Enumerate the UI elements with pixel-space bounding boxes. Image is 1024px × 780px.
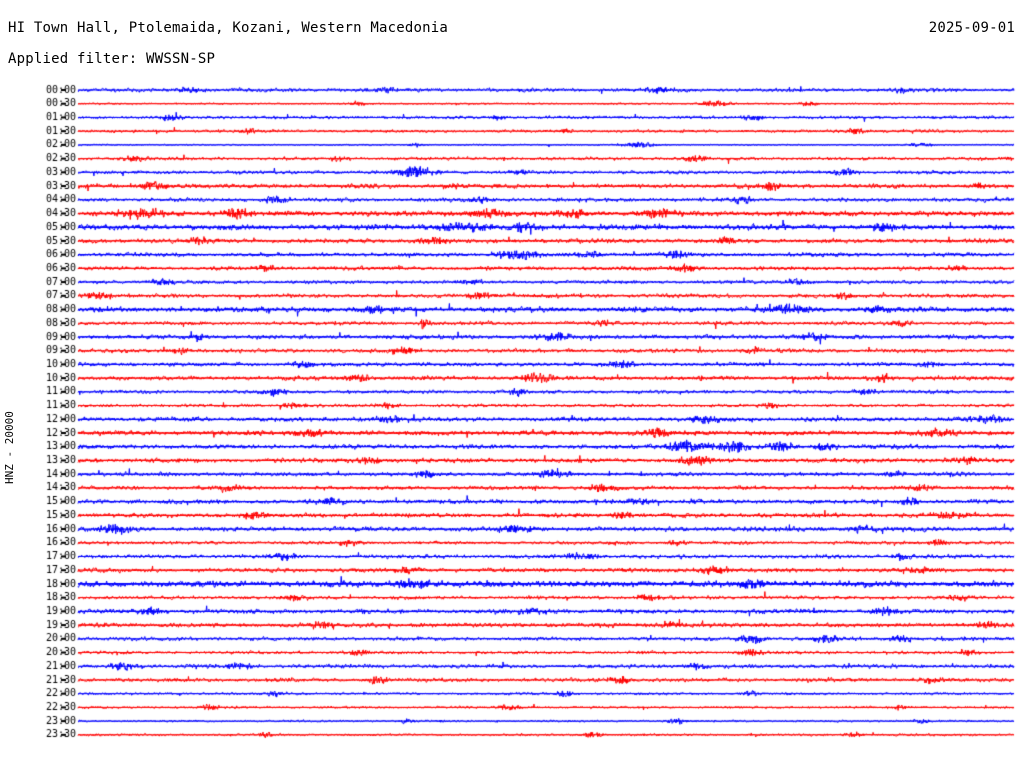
header: HI Town Hall, Ptolemaida, Kozani, Wester… [0,0,1024,78]
seismogram-plot: HNZ - 20000 [0,78,1024,780]
page-title: HI Town Hall, Ptolemaida, Kozani, Wester… [8,20,449,36]
applied-filter-label: Applied filter: WWSSN-SP [8,51,216,67]
record-date: 2025-09-01 [928,20,1015,36]
seismogram-canvas [0,78,1024,780]
y-axis-label: HNZ - 20000 [3,411,16,485]
